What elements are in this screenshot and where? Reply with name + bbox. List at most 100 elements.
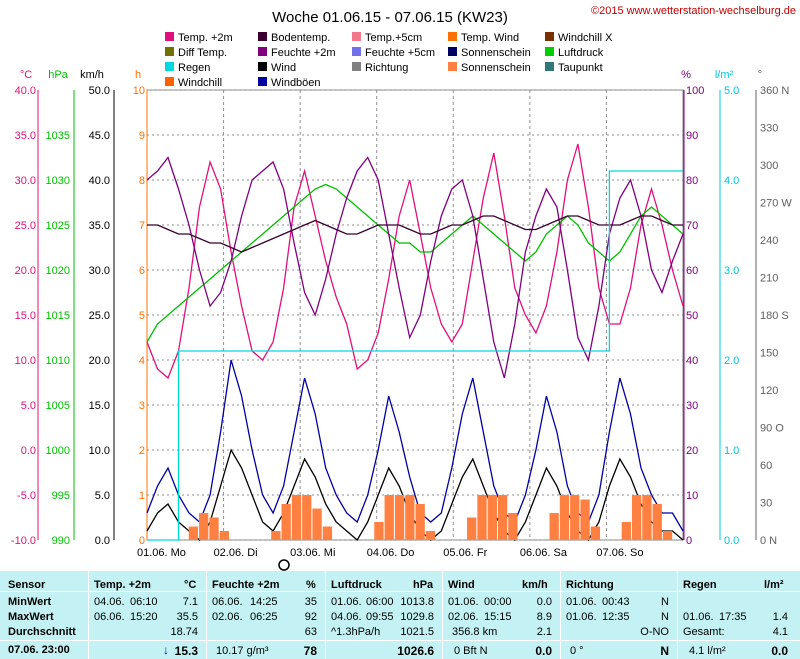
temp-min-val: 7.1 — [182, 596, 198, 608]
hum-min-date: 06.06. — [212, 596, 243, 608]
direction-tick-label: 120 — [760, 385, 778, 397]
legend-label: Windchill X — [558, 32, 613, 44]
x-axis-labels: 01.06. Mo 02.06. Di 03.06. Mi 04.06. Do 05.0… — [137, 547, 644, 559]
legend-label: Windchill — [178, 77, 222, 89]
legend-label: Richtung — [365, 62, 408, 74]
header-sensor: Sensor — [8, 579, 46, 591]
temp-max-val: 35.5 — [176, 611, 198, 623]
pres-min-time: 06:00 — [366, 596, 394, 608]
sunshine-bar — [188, 526, 199, 540]
wind-min-time: 00:00 — [484, 596, 512, 608]
pressure-tick-label: 1035 — [46, 130, 70, 142]
x-tick-label: 04.06. Do — [367, 547, 415, 559]
hum-max-val: 92 — [304, 611, 317, 623]
pres-min-val: 1013.8 — [400, 596, 434, 608]
sun-tick-label: 4 — [139, 355, 145, 367]
sunshine-bar — [652, 504, 662, 540]
wind-tick-label: 20.0 — [89, 355, 110, 367]
x-tick-label: 01.06. Mo — [137, 547, 186, 559]
hum-avg: 63 — [304, 626, 317, 638]
dir-now-label: 0 ° — [570, 645, 584, 657]
legend-label: Luftdruck — [558, 47, 604, 59]
pres-max-date: 04.06. — [331, 611, 362, 623]
x-tick-label: 05.06. Fr — [443, 547, 487, 559]
legend-label: Temp. +2m — [178, 32, 233, 44]
sunshine-bar — [559, 495, 570, 540]
sunshine-bar — [394, 495, 405, 540]
wind-min-date: 01.06. — [448, 596, 479, 608]
sunshine-bar — [497, 495, 508, 540]
wind-tick-label: 5.0 — [95, 490, 110, 502]
hum-now: 78 — [303, 644, 317, 658]
wind-tick-label: 50.0 — [89, 85, 110, 97]
rain-unit-label: l/m² — [715, 69, 734, 81]
pressure-tick-label: 990 — [52, 535, 70, 547]
sun-tick-label: 2 — [139, 445, 145, 457]
x-tick-label: 06.06. Sa — [520, 547, 568, 559]
hum-max-time: 06:25 — [250, 611, 278, 623]
wind-avg-label: 356.8 km — [452, 626, 498, 638]
direction-tick-label: 210 — [760, 273, 778, 285]
sun-tick-label: 8 — [139, 175, 145, 187]
pressure-unit-label: hPa — [48, 69, 68, 81]
legend-swatch — [165, 77, 174, 86]
dir-min-time: 00:43 — [602, 596, 630, 608]
temp-tick-label: 25.0 — [15, 220, 36, 232]
series-line — [146, 183, 684, 343]
wind-max-val: 8.9 — [536, 611, 552, 623]
humidity-tick-label: 10 — [686, 490, 698, 502]
sun-tick-label: 7 — [139, 220, 145, 232]
rain-max-date: 01.06. — [683, 611, 714, 623]
series-line — [146, 156, 684, 379]
copyright-text[interactable]: ©2015 www.wetterstation-wechselburg.de — [591, 5, 796, 17]
direction-tick-label: 270 W — [760, 198, 792, 210]
legend-swatch — [545, 47, 554, 56]
sun-tick-label: 0 — [139, 535, 145, 547]
direction-unit-label: ° — [758, 69, 762, 81]
pres-max-val: 1029.8 — [400, 611, 434, 623]
sunshine-bar — [570, 495, 580, 540]
rain-now: 0.0 — [771, 644, 788, 658]
temp-tick-label: 0.0 — [21, 445, 36, 457]
direction-tick-label: 30 — [760, 498, 772, 510]
pres-now: 1026.6 — [397, 644, 434, 658]
pressure-tick-label: 1030 — [46, 175, 70, 187]
direction-tick-label: 330 — [760, 123, 778, 135]
sun-tick-label: 10 — [133, 85, 145, 97]
direction-tick-label: 90 O — [760, 423, 784, 435]
legend-swatch — [545, 32, 554, 41]
legend-swatch — [448, 47, 457, 56]
sunshine-bar — [209, 517, 219, 540]
temp-tick-label: 30.0 — [15, 175, 36, 187]
wind-max-date: 02.06. — [448, 611, 479, 623]
legend-swatch — [352, 47, 361, 56]
row-label-max: MaxWert — [8, 611, 54, 623]
hum-max-date: 02.06. — [212, 611, 243, 623]
chart-axes: 40.035.030.025.020.015.010.05.00.0-5.0-1… — [11, 69, 792, 547]
sunshine-bar — [271, 531, 281, 540]
wind-max-time: 15:15 — [484, 611, 512, 623]
sun-tick-label: 1 — [139, 490, 145, 502]
pressure-tick-label: 1000 — [46, 445, 70, 457]
sunshine-bar — [302, 495, 312, 540]
wind-tick-label: 45.0 — [89, 130, 110, 142]
row-label-min: MinWert — [8, 596, 52, 608]
humidity-tick-label: 100 — [686, 85, 704, 97]
chart-legend: Temp. +2m Bodentemp. Temp.+5cm Temp. Wind Wi… — [165, 32, 613, 89]
sunshine-bar — [467, 517, 477, 540]
sunshine-bar — [312, 508, 322, 540]
legend-label: Feuchte +2m — [271, 47, 336, 59]
sunshine-bar — [477, 495, 487, 540]
temp-tick-label: 15.0 — [15, 310, 36, 322]
sunshine-bar — [384, 495, 394, 540]
legend-label: Sonnenschein — [461, 47, 531, 59]
legend-swatch — [258, 32, 267, 41]
temp-tick-label: 5.0 — [21, 400, 36, 412]
header-hum: Feuchte +2m — [212, 579, 280, 591]
legend-label: Regen — [178, 62, 210, 74]
legend-swatch — [165, 32, 174, 41]
wind-unit-label: km/h — [80, 69, 104, 81]
legend-label: Wind — [271, 62, 296, 74]
temp-tick-label: 10.0 — [15, 355, 36, 367]
legend-swatch — [165, 47, 174, 56]
